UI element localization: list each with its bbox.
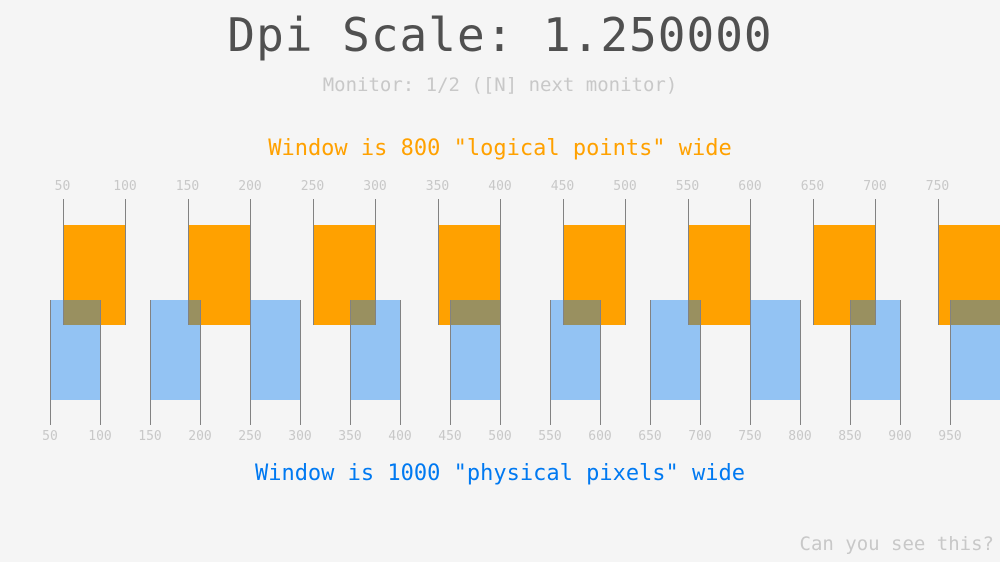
logical-tick-label: 600 [738, 179, 762, 194]
logical-rect [187, 225, 250, 325]
logical-tick-line [63, 199, 64, 325]
logical-tick-line [750, 199, 751, 325]
logical-tick-line [813, 199, 814, 325]
physical-tick-line [150, 300, 151, 425]
physical-tick-line [500, 300, 501, 425]
logical-rect [437, 225, 500, 325]
logical-tick-label: 50 [54, 179, 71, 194]
physical-tick-label: 650 [638, 429, 662, 444]
logical-tick-line [438, 199, 439, 325]
logical-tick-label: 200 [238, 179, 262, 194]
logical-tick-label: 250 [300, 179, 325, 194]
physical-rect [750, 300, 800, 400]
physical-tick-label: 200 [188, 429, 212, 444]
physical-rect [650, 300, 700, 400]
logical-tick-label: 500 [613, 179, 637, 194]
physical-tick-line [850, 300, 851, 425]
physical-tick-label: 350 [338, 429, 362, 444]
monitor-info: Monitor: 1/2 ([N] next monitor) [322, 74, 678, 96]
logical-tick-label: 150 [175, 179, 200, 194]
physical-tick-label: 50 [42, 429, 58, 444]
physical-tick-label: 100 [88, 429, 112, 444]
physical-tick-label: 950 [938, 429, 962, 444]
physical-tick-line [700, 300, 701, 425]
logical-tick-label: 350 [425, 179, 450, 194]
logical-width-label: Window is 800 "logical points" wide [268, 136, 732, 161]
physical-tick-line [600, 300, 601, 425]
physical-tick-label: 600 [588, 429, 612, 444]
physical-tick-line [950, 300, 951, 425]
logical-tick-line [250, 199, 251, 325]
physical-tick-line [800, 300, 801, 425]
physical-tick-label: 150 [138, 429, 162, 444]
physical-rect [450, 300, 500, 400]
logical-tick-line [875, 199, 876, 325]
logical-rect [62, 225, 125, 325]
physical-rect [150, 300, 200, 400]
logical-tick-line [563, 199, 564, 325]
logical-tick-line [500, 199, 501, 325]
physical-tick-line [50, 300, 51, 425]
logical-rect [937, 225, 1000, 325]
physical-tick-label: 450 [438, 429, 462, 444]
logical-tick-label: 400 [488, 179, 512, 194]
physical-rect [50, 300, 100, 400]
physical-tick-line [550, 300, 551, 425]
physical-tick-line [900, 300, 901, 425]
physical-tick-label: 500 [488, 429, 512, 444]
corner-hint: Can you see this? [799, 533, 994, 555]
physical-tick-label: 300 [288, 429, 312, 444]
logical-tick-line [313, 199, 314, 325]
logical-tick-line [625, 199, 626, 325]
physical-tick-line [650, 300, 651, 425]
physical-tick-line [450, 300, 451, 425]
logical-tick-line [188, 199, 189, 325]
physical-tick-label: 550 [538, 429, 562, 444]
logical-tick-label: 650 [800, 179, 825, 194]
physical-tick-line [750, 300, 751, 425]
logical-tick-label: 750 [925, 179, 950, 194]
logical-tick-label: 450 [550, 179, 575, 194]
physical-rect [250, 300, 300, 400]
physical-width-label: Window is 1000 "physical pixels" wide [254, 461, 746, 486]
logical-rect [812, 225, 875, 325]
physical-tick-label: 700 [688, 429, 712, 444]
physical-tick-label: 250 [238, 429, 262, 444]
physical-tick-line [100, 300, 101, 425]
physical-rect [950, 300, 1000, 400]
physical-tick-line [200, 300, 201, 425]
logical-tick-label: 300 [363, 179, 387, 194]
physical-tick-line [400, 300, 401, 425]
physical-tick-label: 900 [888, 429, 912, 444]
logical-tick-line [688, 199, 689, 325]
dpi-scale-title: Dpi Scale: 1.250000 [227, 8, 773, 62]
logical-rect [687, 225, 750, 325]
logical-tick-label: 700 [863, 179, 887, 194]
logical-tick-line [375, 199, 376, 325]
physical-tick-label: 850 [838, 429, 862, 444]
physical-tick-line [300, 300, 301, 425]
physical-tick-line [250, 300, 251, 425]
logical-tick-label: 100 [113, 179, 137, 194]
physical-rect [550, 300, 600, 400]
physical-tick-label: 750 [738, 429, 762, 444]
logical-tick-line [125, 199, 126, 325]
logical-tick-line [938, 199, 939, 325]
logical-rect [562, 225, 625, 325]
physical-tick-label: 800 [788, 429, 812, 444]
physical-tick-label: 400 [388, 429, 412, 444]
physical-tick-line [350, 300, 351, 425]
logical-tick-label: 550 [675, 179, 700, 194]
logical-rect [312, 225, 375, 325]
